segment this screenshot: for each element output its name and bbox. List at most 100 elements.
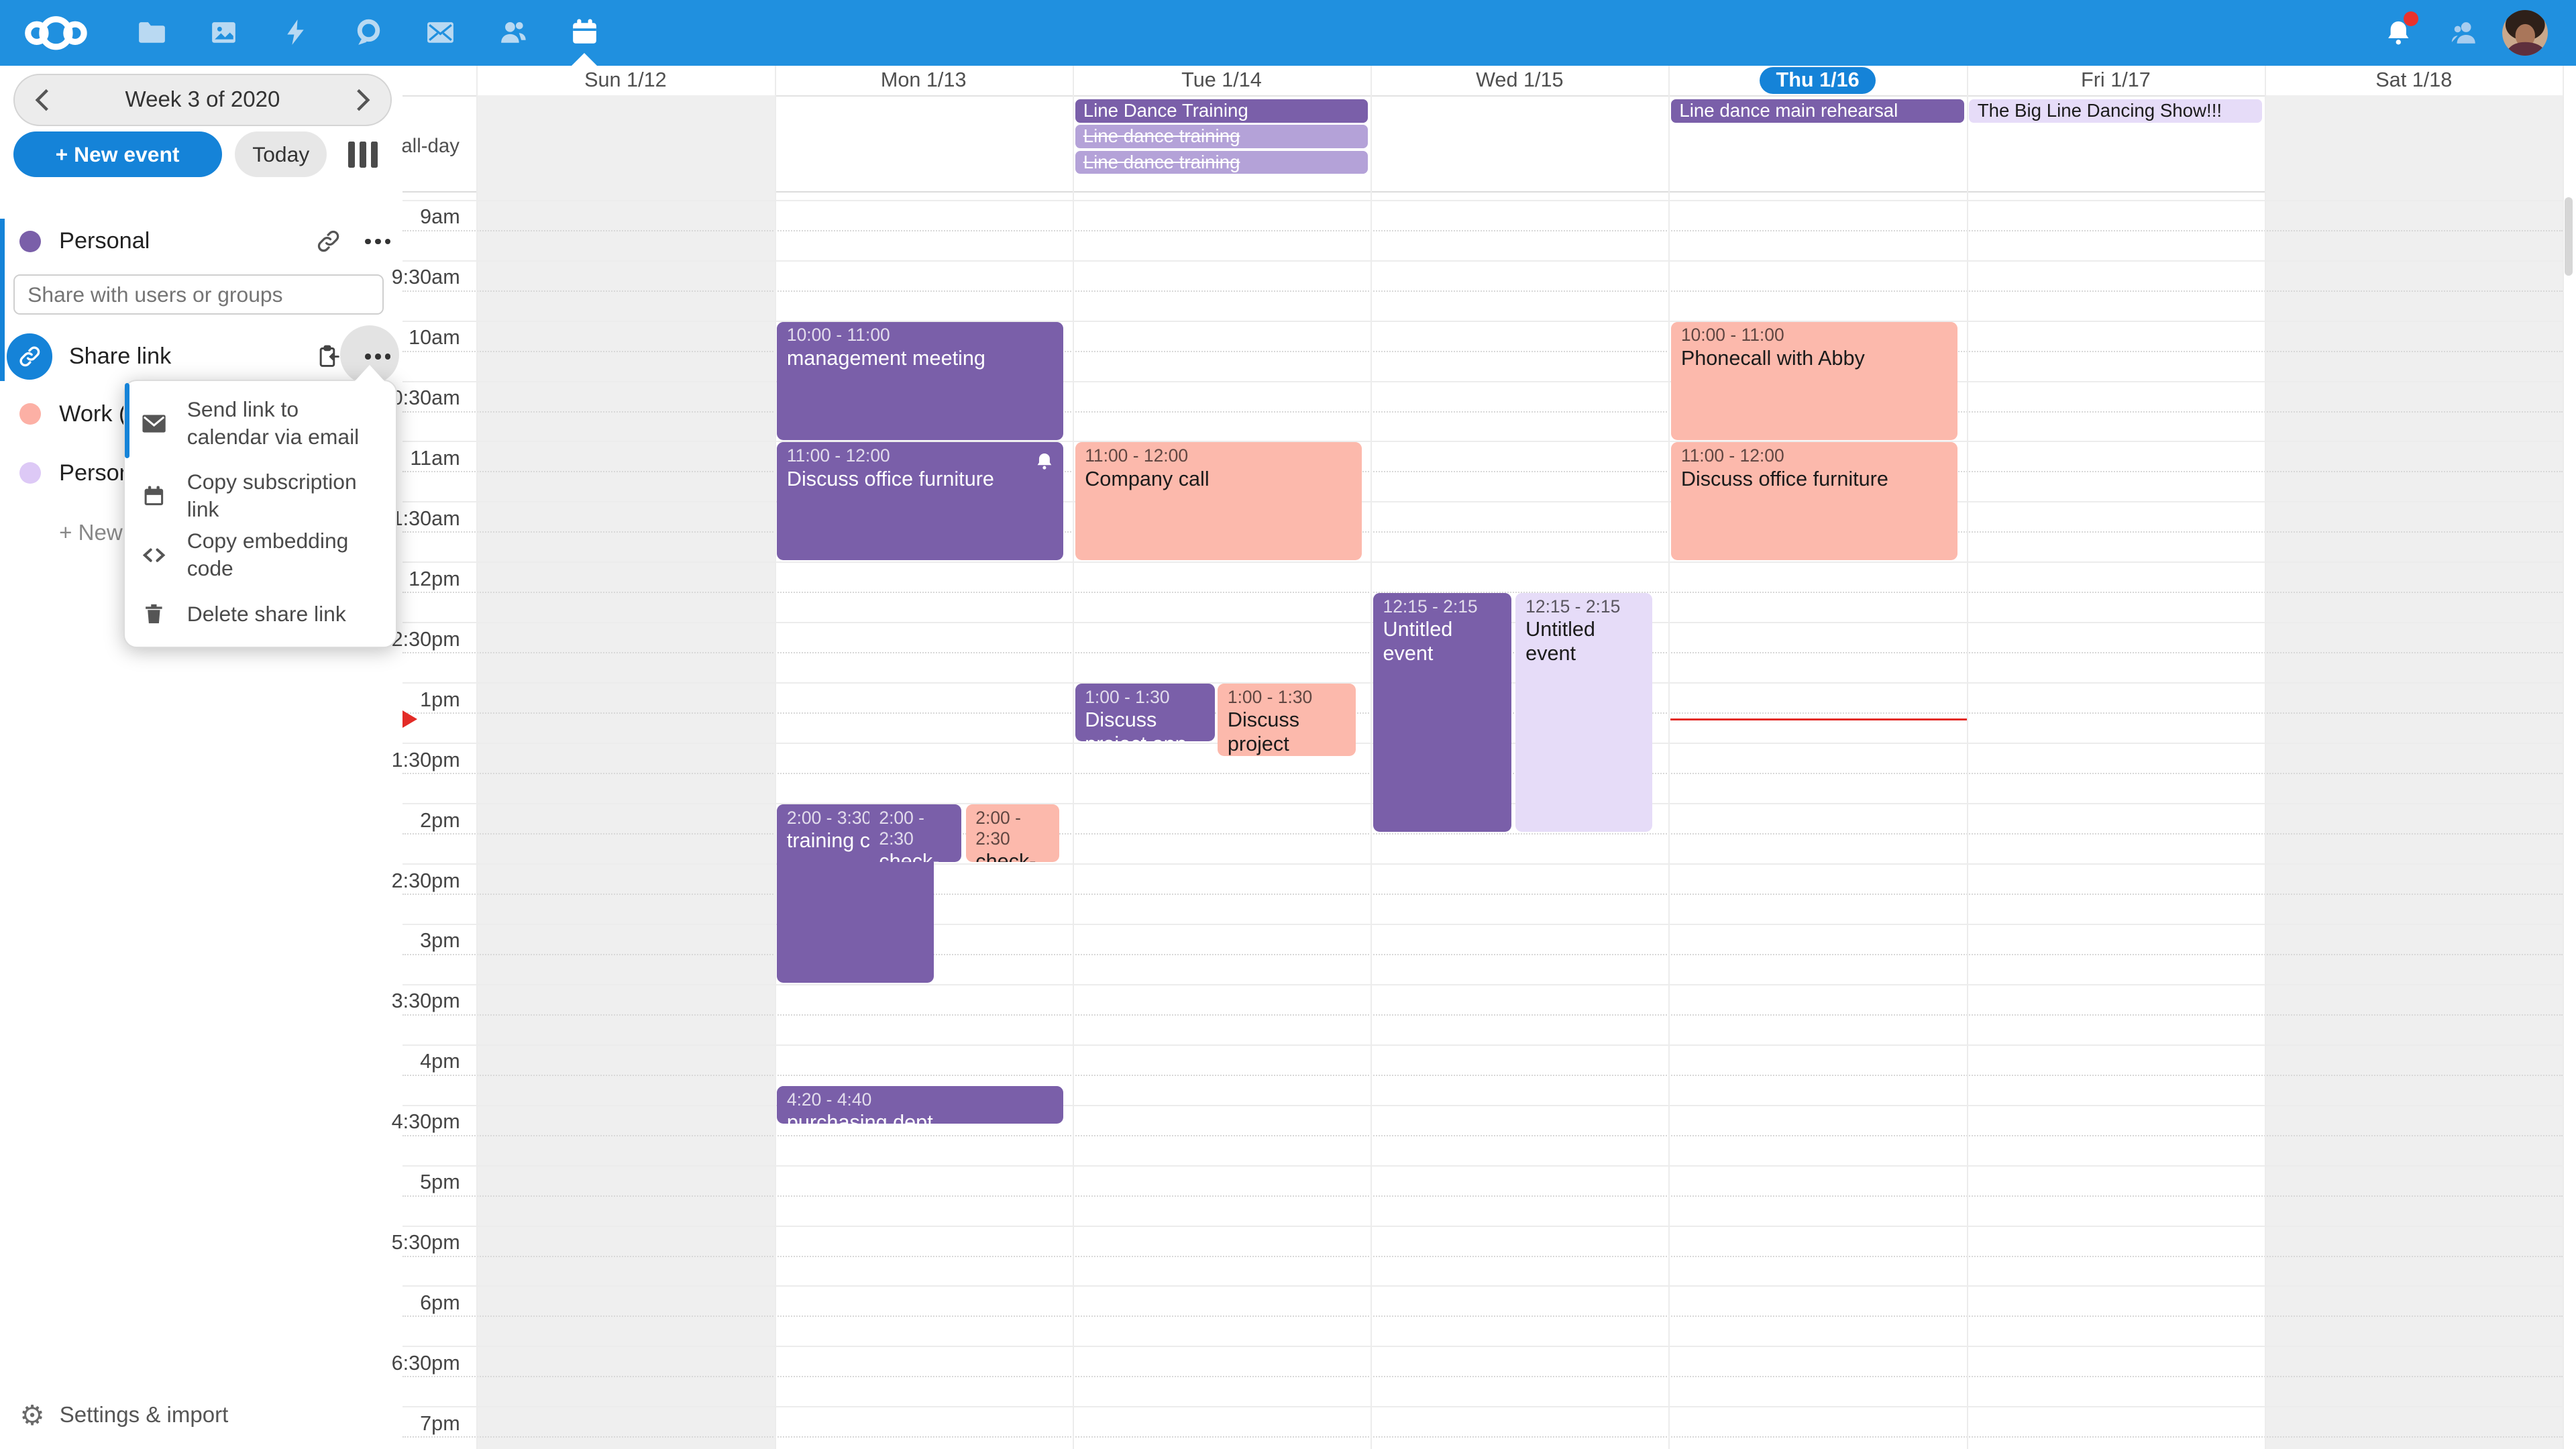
top-navigation-bar [0, 0, 2576, 66]
time-label: 5pm [420, 1171, 460, 1194]
event-time: 12:15 - 2:15 [1525, 596, 1621, 617]
weekend-column-background [476, 95, 775, 1449]
event[interactable]: 10:00 - 11:00 management meeting [777, 321, 1064, 440]
event-time: 11:00 - 12:00 [786, 445, 890, 466]
event[interactable]: 11:00 - 12:00 Discuss office furniture [777, 442, 1064, 561]
all-day-event[interactable]: Line Dance Training [1075, 99, 1368, 123]
time-label: 1pm [420, 688, 460, 711]
week-selector: Week 3 of 2020 [13, 74, 392, 126]
time-label: 1:30pm [391, 748, 460, 771]
nextcloud-logo[interactable] [13, 0, 99, 66]
menu-item-send-link-to-calendar-via-email[interactable]: Send link to calendar via email [125, 381, 396, 466]
day-header: Thu 1/16 [1668, 66, 1966, 95]
calendar-icon [141, 483, 167, 509]
popover-scrollbar[interactable] [125, 382, 130, 459]
calendar-name: Personal [59, 228, 150, 254]
time-label: 4:30pm [391, 1110, 460, 1134]
new-event-button[interactable]: + New event [13, 131, 222, 178]
photos-app-icon[interactable] [187, 0, 260, 66]
all-day-event[interactable]: The Big Line Dancing Show!!! [1969, 99, 2263, 123]
user-avatar[interactable] [2502, 9, 2548, 56]
event[interactable]: 12:15 - 2:15 Untitled event [1373, 593, 1511, 833]
menu-item-delete-share-link[interactable]: Delete share link [125, 584, 396, 643]
contacts-app-icon[interactable] [476, 0, 549, 66]
menu-item-copy-embedding-code[interactable]: Copy embedding code [125, 525, 396, 584]
view-switcher-icon[interactable] [348, 141, 378, 168]
menu-item-label: Copy subscription link [186, 469, 357, 522]
contacts-menu-icon[interactable] [2431, 0, 2497, 66]
event-time: 2:00 - 3:30 [786, 807, 872, 828]
event-title: Company call [1085, 467, 1210, 490]
share-link-label: Share link [68, 343, 172, 369]
event-title: Phonecall with Abby [1680, 346, 1865, 370]
time-label: 10am [409, 326, 460, 350]
event-time: 1:00 - 1:30 [1085, 687, 1170, 708]
calendar-item-personal[interactable]: Personal [0, 219, 402, 265]
left-sidebar: Week 3 of 2020 + New event Today Persona… [0, 65, 402, 1449]
event-title: Untitled event [1525, 618, 1595, 665]
event-title: Discuss project ann [1085, 708, 1186, 741]
talk-app-icon[interactable] [332, 0, 405, 66]
reminder-bell-icon [1034, 449, 1055, 470]
calendar-app-icon[interactable] [549, 0, 621, 66]
day-header: Sat 1/18 [2375, 68, 2453, 92]
all-day-event[interactable]: Line dance training [1075, 125, 1368, 149]
settings-label: Settings & import [59, 1402, 229, 1428]
time-label: 5:30pm [391, 1231, 460, 1254]
popover-arrow [354, 365, 384, 381]
time-label: 4pm [420, 1050, 460, 1073]
notifications-bell-icon[interactable] [2366, 0, 2432, 66]
grid-scrollbar[interactable] [2564, 197, 2573, 276]
time-label: 12pm [409, 567, 460, 590]
gear-icon: ⚙ [19, 1398, 45, 1432]
event[interactable]: 10:00 - 11:00 Phonecall with Abby [1671, 321, 1958, 440]
settings-import-button[interactable]: ⚙ Settings & import [19, 1401, 228, 1430]
menu-item-label: Delete share link [186, 601, 346, 626]
calendar-actions-menu-icon[interactable] [354, 219, 402, 265]
next-week-button[interactable] [335, 75, 390, 124]
time-label: 6:30pm [391, 1351, 460, 1375]
current-time-marker [402, 710, 417, 728]
event[interactable]: 11:00 - 12:00 Discuss office furniture [1671, 442, 1958, 561]
week-label[interactable]: Week 3 of 2020 [125, 87, 280, 112]
weekend-column-background [2265, 95, 2563, 1449]
event-title: check-in [975, 850, 1036, 862]
copy-link-clipboard-icon[interactable] [304, 333, 353, 380]
event[interactable]: 12:15 - 2:15 Untitled event [1515, 593, 1653, 833]
share-link-context-menu: Send link to calendar via email Copy subs… [123, 379, 397, 649]
week-grid: all-day Sun 1/12 Mon 1/13 Tue 1/14 Wed 1/15… [0, 65, 2576, 1449]
menu-item-label: Send link to calendar via email [186, 396, 360, 449]
share-calendar-icon[interactable] [304, 219, 353, 265]
event-time: 11:00 - 12:00 [1680, 445, 1784, 466]
time-label: 2pm [420, 808, 460, 832]
event-title: Discuss project announcement [1227, 708, 1300, 756]
event-title: Discuss office furniture [1680, 467, 1888, 490]
calendar-color-dot [19, 403, 42, 425]
calendar-color-dot [19, 462, 42, 484]
trash-icon [141, 601, 167, 627]
event-title: Discuss office furniture [786, 467, 994, 490]
previous-week-button[interactable] [15, 75, 70, 124]
menu-item-copy-subscription-link[interactable]: Copy subscription link [125, 466, 396, 525]
all-day-event[interactable]: Line dance main rehearsal [1671, 99, 1965, 123]
mail-app-icon[interactable] [404, 0, 476, 66]
all-day-label: all-day [401, 134, 460, 157]
time-label: 6pm [420, 1291, 460, 1315]
files-app-icon[interactable] [115, 0, 187, 66]
event-time: 12:15 - 2:15 [1383, 596, 1478, 617]
activity-app-icon[interactable] [260, 0, 332, 66]
time-label: 3:30pm [391, 989, 460, 1013]
share-link-actions-menu-icon[interactable] [354, 333, 402, 380]
share-with-users-input[interactable] [13, 274, 384, 315]
all-day-divider [402, 191, 2563, 193]
today-button[interactable]: Today [235, 131, 327, 178]
event[interactable]: 11:00 - 12:00 Company call [1075, 442, 1362, 561]
event-title: management meeting [786, 346, 985, 370]
day-header: Wed 1/15 [1476, 68, 1564, 92]
all-day-event[interactable]: Line dance training [1075, 150, 1368, 174]
